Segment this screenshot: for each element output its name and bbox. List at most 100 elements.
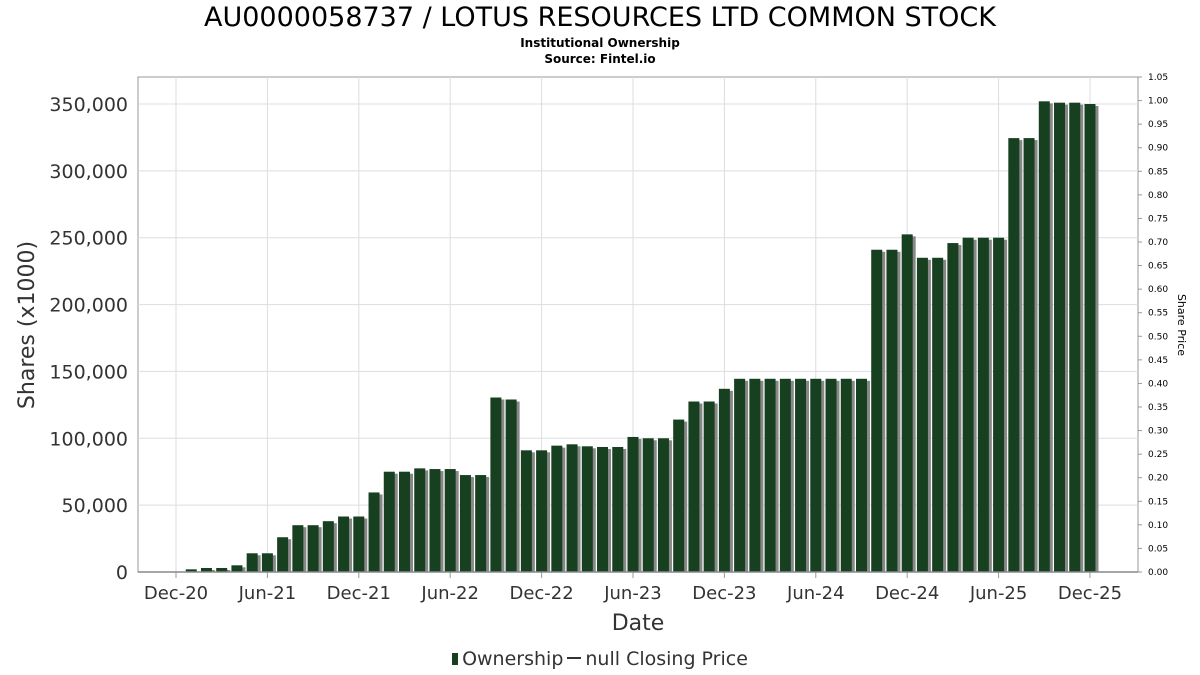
ownership-bar xyxy=(520,450,532,572)
y2-tick-label: 0.00 xyxy=(1148,568,1168,578)
y2-tick-label: 0.20 xyxy=(1148,474,1168,484)
chart-subtitle: Institutional Ownership xyxy=(520,36,680,50)
legend: Ownership null Closing Price xyxy=(0,648,1200,670)
ownership-bar xyxy=(1054,102,1066,573)
ownership-bar xyxy=(993,237,1005,572)
ownership-bar xyxy=(383,471,395,572)
ownership-bar xyxy=(1084,104,1096,572)
x-tick-label: Dec-23 xyxy=(692,583,756,604)
y2-tick-label: 0.95 xyxy=(1148,120,1168,130)
ownership-bar xyxy=(764,378,776,572)
y2-tick-label: 0.25 xyxy=(1148,450,1168,460)
x-tick-label: Jun-23 xyxy=(603,583,662,604)
y2-tick-label: 0.60 xyxy=(1148,285,1168,295)
ownership-bar xyxy=(962,237,974,572)
legend-price: null Closing Price xyxy=(585,648,748,670)
y2-tick-label: 0.10 xyxy=(1148,521,1168,531)
ownership-bar xyxy=(947,243,959,572)
y2-tick-label: 0.55 xyxy=(1148,309,1168,319)
y2-tick-label: 0.50 xyxy=(1148,332,1168,342)
x-tick-label: Dec-25 xyxy=(1058,583,1122,604)
ownership-bar xyxy=(657,438,669,572)
x-tick-label: Jun-25 xyxy=(969,583,1028,604)
ownership-bar xyxy=(246,553,258,572)
y2-tick-label: 1.05 xyxy=(1148,73,1168,83)
ownership-bar xyxy=(703,401,715,572)
y2-tick-label: 0.90 xyxy=(1148,144,1168,154)
ownership-bar xyxy=(429,469,441,572)
y2-tick-label: 0.30 xyxy=(1148,427,1168,437)
x-tick-label: Jun-24 xyxy=(786,583,845,604)
ownership-bar xyxy=(414,468,426,572)
ownership-bar xyxy=(855,378,867,572)
ownership-bar xyxy=(292,525,304,572)
ownership-bar xyxy=(901,234,913,572)
ownership-bar xyxy=(642,438,654,572)
ownership-bar xyxy=(718,388,730,572)
y-tick-label: 300,000 xyxy=(49,161,128,183)
y2-tick-label: 0.80 xyxy=(1148,191,1168,201)
x-tick-label: Dec-20 xyxy=(144,583,208,604)
x-tick-label: Jun-22 xyxy=(420,583,479,604)
ownership-bar xyxy=(871,249,883,572)
ownership-bar xyxy=(916,257,928,572)
y-tick-label: 150,000 xyxy=(49,361,128,383)
y2-tick-label: 0.40 xyxy=(1148,379,1168,389)
ownership-bar xyxy=(627,436,639,572)
ownership-bar xyxy=(932,257,944,572)
ownership-bar xyxy=(825,378,837,572)
ownership-bar xyxy=(1069,102,1081,573)
ownership-bar xyxy=(368,492,380,572)
y-tick-label: 250,000 xyxy=(49,228,128,250)
ownership-bar xyxy=(597,446,609,572)
y-tick-label: 50,000 xyxy=(62,495,128,517)
legend-ownership: Ownership xyxy=(462,648,564,670)
ownership-bar xyxy=(277,537,289,572)
ownership-bar xyxy=(612,446,624,572)
y2-axis-label: Share Price xyxy=(1175,294,1188,356)
y2-tick-label: 0.05 xyxy=(1148,544,1168,554)
ownership-bar xyxy=(475,475,487,572)
ownership-bar xyxy=(779,378,791,572)
x-tick-label: Dec-21 xyxy=(327,583,391,604)
y-tick-label: 200,000 xyxy=(49,295,128,317)
ownership-bar xyxy=(810,378,822,572)
ownership-bar xyxy=(795,378,807,572)
ownership-bar xyxy=(1008,138,1020,572)
ownership-bar xyxy=(977,237,989,572)
y2-tick-label: 0.45 xyxy=(1148,356,1168,366)
y-tick-label: 100,000 xyxy=(49,428,128,450)
ownership-bar xyxy=(840,378,852,572)
ownership-bar xyxy=(459,475,471,572)
ownership-bar xyxy=(673,419,685,572)
x-tick-label: Jun-21 xyxy=(238,583,297,604)
x-axis-label: Date xyxy=(612,611,665,636)
y2-tick-label: 0.65 xyxy=(1148,262,1168,272)
ownership-bar xyxy=(200,567,212,572)
ownership-bar xyxy=(886,249,898,572)
x-tick-label: Dec-22 xyxy=(509,583,573,604)
ownership-bar xyxy=(505,399,517,572)
y2-tick-label: 0.15 xyxy=(1148,497,1168,507)
ownership-bar xyxy=(551,445,563,572)
price-line-swatch xyxy=(567,657,582,659)
ownership-bar xyxy=(749,378,761,572)
ownership-bar xyxy=(688,401,700,572)
ownership-bar xyxy=(566,444,578,572)
x-tick-label: Dec-24 xyxy=(875,583,939,604)
ownership-bar xyxy=(216,567,228,572)
ownership-bar xyxy=(398,471,410,572)
y-axis-label: Shares (x1000) xyxy=(15,241,40,409)
ownership-bar xyxy=(307,525,319,572)
y2-tick-label: 0.85 xyxy=(1148,167,1168,177)
ownership-bar xyxy=(581,446,593,572)
ownership-bar xyxy=(1023,138,1035,572)
ownership-swatch xyxy=(452,653,459,665)
ownership-bar xyxy=(185,569,197,572)
ownership-bar xyxy=(338,516,350,572)
chart-source: Source: Fintel.io xyxy=(544,52,656,66)
ownership-bar xyxy=(536,450,548,572)
y2-tick-label: 0.75 xyxy=(1148,214,1168,224)
